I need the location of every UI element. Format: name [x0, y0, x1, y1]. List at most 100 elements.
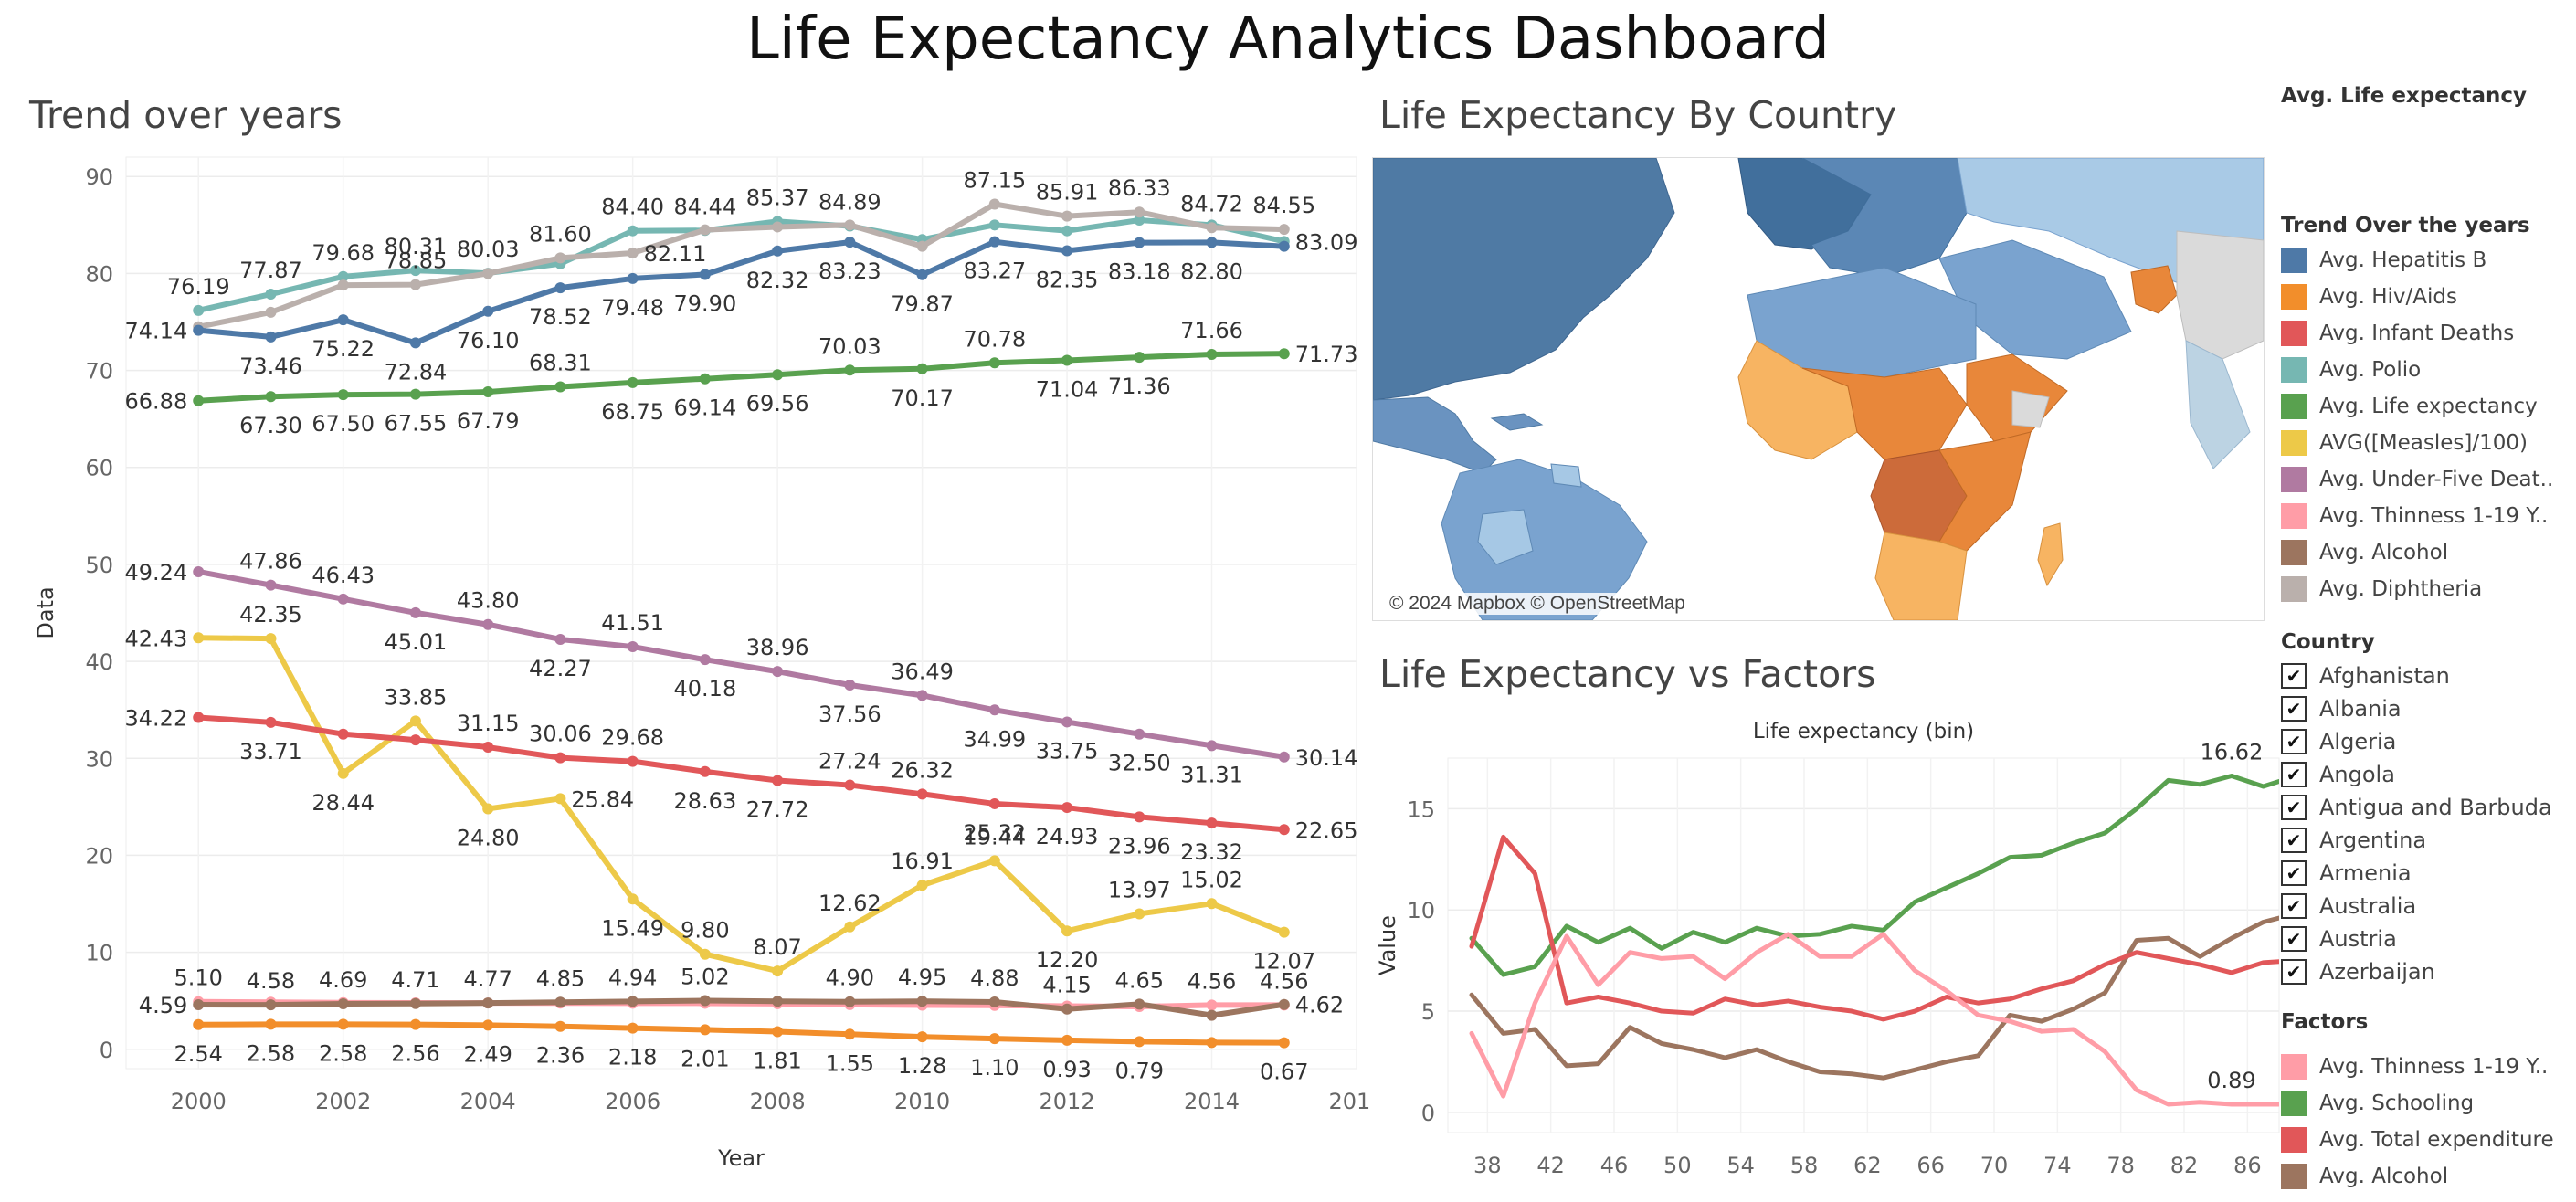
data-point-avg-alcohol[interactable]: [1061, 1003, 1073, 1015]
data-point-avg-hiv-aids[interactable]: [1278, 1037, 1290, 1049]
data-point-avg-under-five-deat[interactable]: [337, 593, 349, 605]
data-point-avg-hepatitis-b[interactable]: [337, 314, 349, 326]
data-point-avg-alcohol[interactable]: [193, 999, 205, 1011]
data-point-avg-hiv-aids[interactable]: [193, 1018, 205, 1030]
data-point-avg-diphtheria[interactable]: [337, 279, 349, 291]
trend-legend-item-avg-polio[interactable]: Avg. Polio: [2281, 352, 2553, 388]
series-line-avg-hepatitis-b[interactable]: [195, 238, 1287, 346]
data-point-avg-diphtheria[interactable]: [554, 252, 566, 264]
data-point-avg-alcohol[interactable]: [1206, 1009, 1218, 1021]
data-point-avg-life-expectancy[interactable]: [554, 381, 566, 393]
data-point-avg-life-expectancy[interactable]: [844, 364, 856, 376]
data-point-avg-diphtheria[interactable]: [916, 240, 928, 252]
country-filter-austria[interactable]: ✔ Austria: [2281, 923, 2552, 955]
data-point-avg-hepatitis-b[interactable]: [265, 331, 277, 343]
trend-legend-item-avg-under-five-deat[interactable]: Avg. Under-Five Deat..: [2281, 461, 2553, 498]
checkbox-checked-icon[interactable]: ✔: [2281, 729, 2307, 754]
data-point-avg-infant-deaths[interactable]: [699, 765, 711, 777]
country-filter-armenia[interactable]: ✔ Armenia: [2281, 857, 2552, 890]
data-point-avg-infant-deaths[interactable]: [1278, 824, 1290, 836]
data-point-avg-measles-100[interactable]: [409, 715, 421, 727]
data-point-avg-hepatitis-b[interactable]: [1278, 240, 1290, 252]
data-point-avg-measles-100[interactable]: [627, 893, 639, 905]
data-point-avg-polio[interactable]: [1061, 225, 1073, 237]
data-point-avg-hepatitis-b[interactable]: [772, 245, 784, 257]
data-point-avg-polio[interactable]: [409, 265, 421, 277]
data-point-avg-life-expectancy[interactable]: [772, 369, 784, 381]
data-point-avg-measles-100[interactable]: [772, 965, 784, 977]
data-point-avg-hiv-aids[interactable]: [482, 1019, 494, 1031]
trend-legend-item-avg-thinness-1-19-y[interactable]: Avg. Thinness 1-19 Y..: [2281, 498, 2553, 534]
data-point-avg-under-five-deat[interactable]: [1061, 716, 1073, 728]
data-point-avg-life-expectancy[interactable]: [409, 388, 421, 400]
data-point-avg-hiv-aids[interactable]: [988, 1033, 1000, 1045]
factors-legend-item-avg-schooling[interactable]: Avg. Schooling: [2281, 1085, 2554, 1122]
data-point-avg-hepatitis-b[interactable]: [193, 324, 205, 336]
data-point-avg-life-expectancy[interactable]: [988, 357, 1000, 369]
checkbox-checked-icon[interactable]: ✔: [2281, 663, 2307, 689]
checkbox-checked-icon[interactable]: ✔: [2281, 828, 2307, 853]
trend-line-chart[interactable]: 0 10 20 30 40 50 60 70 80 90 2000 2002 2004 2006 2008 2…: [0, 146, 1370, 1178]
trend-legend-item-avg-hepatitis-b[interactable]: Avg. Hepatitis B: [2281, 242, 2553, 279]
data-point-avg-measles-100[interactable]: [193, 632, 205, 644]
data-point-avg-alcohol[interactable]: [554, 996, 566, 1008]
data-point-avg-infant-deaths[interactable]: [482, 742, 494, 754]
data-point-avg-under-five-deat[interactable]: [193, 565, 205, 577]
data-point-avg-hiv-aids[interactable]: [1134, 1036, 1145, 1048]
checkbox-checked-icon[interactable]: ✔: [2281, 795, 2307, 820]
series-line-avg-measles-100[interactable]: [195, 635, 1287, 975]
series-line-avg-infant-deaths[interactable]: [195, 714, 1287, 833]
data-point-avg-under-five-deat[interactable]: [265, 579, 277, 591]
data-point-avg-hepatitis-b[interactable]: [554, 282, 566, 294]
data-point-avg-alcohol[interactable]: [265, 999, 277, 1011]
country-filter-list[interactable]: ✔ Afghanistan ✔ Albania ✔ Algeria ✔ Angola ✔ Anti…: [2281, 659, 2552, 986]
checkbox-checked-icon[interactable]: ✔: [2281, 893, 2307, 919]
series-line-avg-schooling[interactable]: [1469, 774, 2284, 977]
data-point-avg-under-five-deat[interactable]: [699, 654, 711, 666]
data-point-avg-measles-100[interactable]: [337, 767, 349, 779]
data-point-avg-measles-100[interactable]: [1278, 926, 1290, 938]
data-point-avg-infant-deaths[interactable]: [554, 752, 566, 764]
trend-legend-item-avg-alcohol[interactable]: Avg. Alcohol: [2281, 534, 2553, 571]
data-point-avg-alcohol[interactable]: [844, 996, 856, 1007]
data-point-avg-alcohol[interactable]: [1278, 998, 1290, 1010]
data-point-avg-hepatitis-b[interactable]: [627, 272, 639, 284]
trend-legend-item-avg-measles-100[interactable]: AVG([Measles]/100): [2281, 425, 2553, 461]
data-point-avg-measles-100[interactable]: [699, 948, 711, 960]
data-point-avg-infant-deaths[interactable]: [1061, 802, 1073, 814]
data-point-avg-life-expectancy[interactable]: [193, 395, 205, 406]
data-point-avg-diphtheria[interactable]: [699, 224, 711, 236]
series-line-avg-thinness-1-19-y[interactable]: [1469, 932, 2284, 1107]
data-point-avg-alcohol[interactable]: [337, 997, 349, 1009]
data-point-avg-infant-deaths[interactable]: [193, 712, 205, 723]
data-point-avg-alcohol[interactable]: [916, 996, 928, 1007]
data-point-avg-alcohol[interactable]: [627, 996, 639, 1007]
trend-legend-item-avg-diphtheria[interactable]: Avg. Diphtheria: [2281, 571, 2553, 607]
data-point-avg-life-expectancy[interactable]: [1134, 352, 1145, 364]
data-point-avg-measles-100[interactable]: [482, 803, 494, 815]
country-filter-azerbaijan[interactable]: ✔ Azerbaijan: [2281, 955, 2552, 986]
data-point-avg-life-expectancy[interactable]: [337, 389, 349, 401]
data-point-avg-measles-100[interactable]: [1134, 908, 1145, 920]
data-point-avg-under-five-deat[interactable]: [988, 704, 1000, 716]
data-point-avg-life-expectancy[interactable]: [265, 391, 277, 403]
data-point-avg-under-five-deat[interactable]: [1206, 740, 1218, 752]
series-line-avg-life-expectancy[interactable]: [195, 351, 1287, 404]
series-line-avg-under-five-deat[interactable]: [195, 568, 1287, 760]
data-point-avg-infant-deaths[interactable]: [1134, 811, 1145, 823]
data-point-avg-hiv-aids[interactable]: [554, 1020, 566, 1032]
data-point-avg-hepatitis-b[interactable]: [1206, 237, 1218, 248]
data-point-avg-under-five-deat[interactable]: [844, 679, 856, 691]
series-line-avg-hiv-aids[interactable]: [195, 1021, 1287, 1046]
data-point-avg-under-five-deat[interactable]: [772, 666, 784, 678]
data-point-avg-hiv-aids[interactable]: [409, 1018, 421, 1030]
data-point-avg-alcohol[interactable]: [409, 997, 421, 1009]
country-filter-afghanistan[interactable]: ✔ Afghanistan: [2281, 659, 2552, 692]
data-point-avg-under-five-deat[interactable]: [1134, 728, 1145, 740]
data-point-avg-diphtheria[interactable]: [265, 306, 277, 318]
data-point-avg-measles-100[interactable]: [554, 793, 566, 805]
checkbox-checked-icon[interactable]: ✔: [2281, 926, 2307, 952]
data-point-avg-thinness-1-19-y[interactable]: [1206, 999, 1218, 1011]
checkbox-checked-icon[interactable]: ✔: [2281, 696, 2307, 722]
data-point-avg-life-expectancy[interactable]: [482, 386, 494, 398]
